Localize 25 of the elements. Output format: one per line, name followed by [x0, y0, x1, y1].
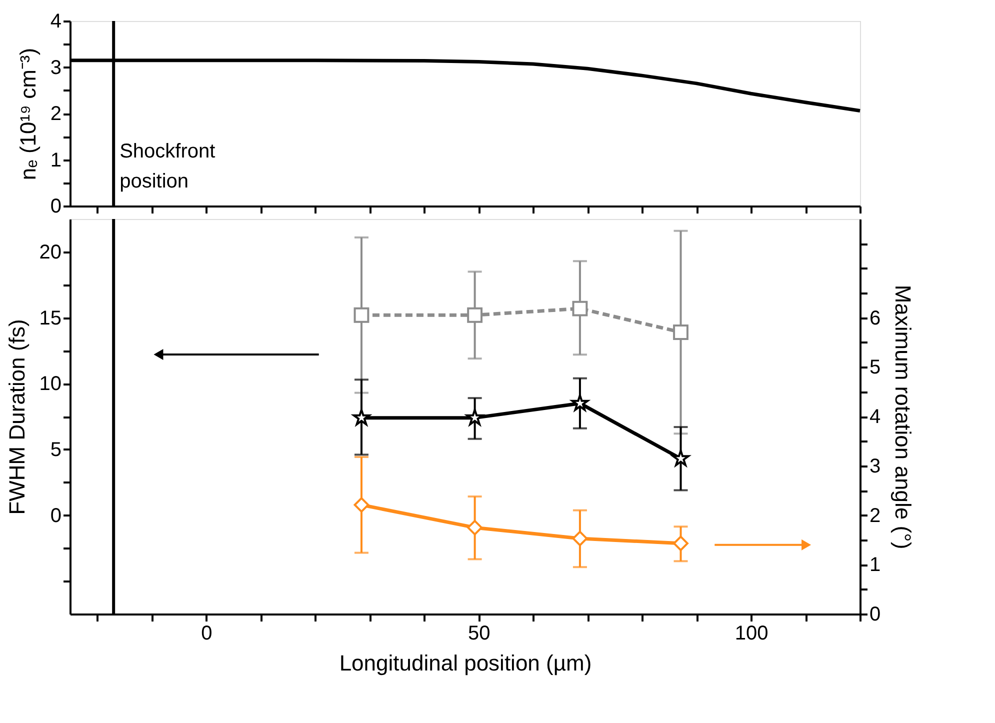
y-tick-label: 15 [39, 307, 62, 330]
x-tick-label: 0 [201, 622, 212, 644]
y-tick-label: 5 [50, 438, 62, 461]
y2-tick-label: 0 [870, 604, 881, 626]
y-tick-label: 2 [50, 103, 62, 125]
y-tick-label: 4 [50, 10, 62, 32]
y-tick-label: 10 [39, 373, 62, 396]
y2-tick-label: 3 [870, 455, 881, 478]
x-tick-label: 50 [468, 622, 490, 644]
y-tick-label: 0 [50, 196, 62, 218]
y2-tick-label: 4 [870, 406, 881, 428]
y-axis-title: nₑ (10¹⁹ cm⁻³) [15, 48, 40, 180]
y2-tick-label: 6 [870, 307, 881, 330]
y-axis-title: FWHM Duration (fs) [4, 319, 30, 515]
y2-tick-label: 1 [870, 554, 881, 576]
y2-tick-label: 2 [870, 504, 881, 527]
y-tick-label: 20 [39, 241, 62, 264]
y-tick-label: 3 [50, 56, 62, 79]
y2-tick-label: 5 [870, 356, 881, 379]
y2-axis-title: Maximum rotation angle (°) [890, 284, 916, 550]
ref-line-label: Shockfront position [120, 140, 216, 193]
x-tick-label: 100 [734, 622, 768, 644]
y-tick-label: 0 [50, 504, 62, 527]
y-tick-label: 1 [50, 149, 62, 172]
x-axis-title: Longitudinal position (µm) [339, 650, 592, 676]
